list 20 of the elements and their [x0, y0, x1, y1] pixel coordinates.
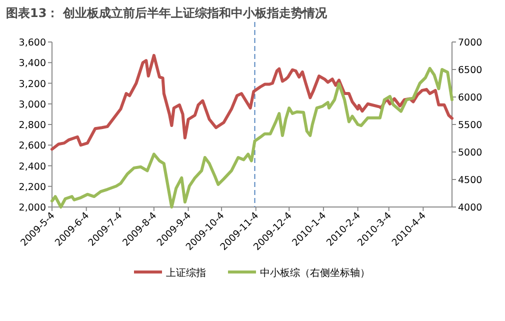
y-tick-label: 2,000 [18, 202, 46, 214]
line-series [50, 54, 454, 151]
y2-tick-label: 5000 [458, 148, 482, 158]
y-tick-label: 2,800 [18, 120, 46, 131]
y2-tick-label: 6500 [458, 65, 482, 76]
y2-tick-label: 5500 [458, 120, 482, 131]
y-tick-label: 2,600 [18, 140, 46, 152]
y-tick-label: 3,200 [18, 78, 46, 90]
y-tick-label: 3,400 [18, 58, 46, 70]
y-tick-label: 2,400 [18, 161, 46, 172]
y2-tick-label: 4000 [458, 202, 482, 214]
y-tick-label: 3,000 [18, 99, 46, 110]
y2-tick-label: 7000 [458, 38, 482, 48]
legend-label: 上证综指 [166, 267, 206, 279]
y2-tick-label: 6000 [458, 92, 482, 104]
chart-title: 图表13： 创业板成立前后半年上证综指和中小板指走势情况 [6, 6, 328, 20]
legend-label: 中小板综（右侧坐标轴） [260, 267, 370, 279]
y-tick-label: 3,600 [18, 38, 46, 48]
y-tick-label: 2,200 [18, 182, 46, 193]
y2-tick-label: 4500 [458, 175, 482, 186]
